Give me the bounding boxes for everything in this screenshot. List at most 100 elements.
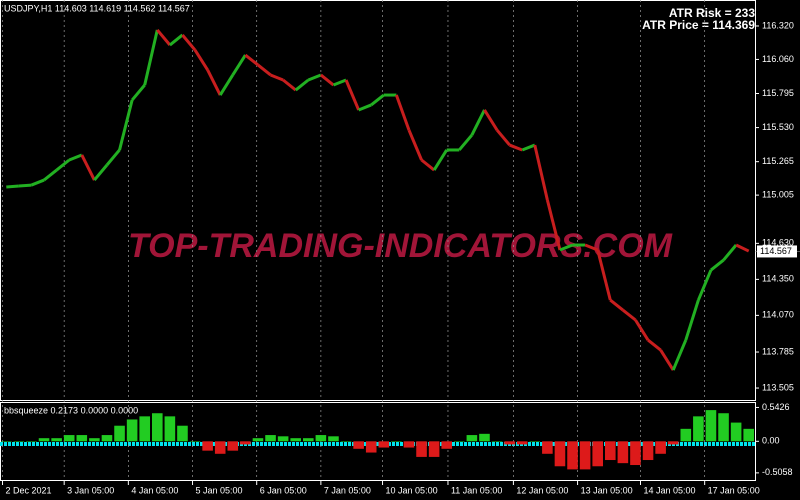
histogram-bar: [378, 441, 390, 448]
histogram-bar: [227, 441, 239, 451]
histogram-bar: [340, 441, 352, 442]
price-segment: [621, 308, 637, 322]
price-segment: [244, 53, 259, 67]
price-segment: [596, 249, 612, 301]
histogram-bar: [667, 441, 679, 445]
price-segment: [659, 349, 675, 371]
price-segment: [181, 34, 197, 51]
histogram-bar: [152, 413, 163, 442]
x-tick-label: 14 Jan 05:00: [643, 485, 695, 495]
x-tick-label: 10 Jan 05:00: [386, 485, 438, 495]
histogram-bar: [202, 441, 213, 451]
histogram-bar: [554, 441, 566, 467]
price-segment: [30, 178, 45, 187]
price-segment: [735, 243, 750, 253]
histogram-bar: [252, 438, 264, 442]
price-segment: [193, 49, 209, 71]
x-tick-label: 4 Jan 05:00: [131, 485, 178, 495]
price-segment: [684, 299, 700, 341]
price-segment: [269, 73, 284, 82]
price-segment: [533, 144, 549, 201]
price-segment: [647, 338, 662, 352]
price-segment: [420, 158, 436, 172]
price-segment: [282, 78, 297, 92]
y-tick-label: 115.005: [762, 189, 794, 199]
atr-risk: ATR Risk = 233: [669, 6, 755, 20]
price-segment: [470, 109, 486, 136]
histogram-bar: [214, 441, 226, 454]
histogram-bar: [177, 425, 188, 442]
histogram-bar: [516, 441, 528, 445]
histogram-bar: [303, 438, 314, 442]
x-tick-label: 11 Jan 05:00: [451, 485, 502, 495]
price-segment: [634, 319, 650, 341]
price-segment: [696, 269, 713, 301]
price-segment: [370, 93, 385, 107]
price-segment: [319, 73, 335, 87]
price-segment: [257, 63, 272, 77]
histogram-bar: [642, 441, 654, 461]
x-tick-label: 5 Jan 05:00: [196, 485, 243, 495]
y-tick-label: 116.320: [762, 20, 794, 30]
price-segment: [231, 54, 247, 76]
last-price-box: [757, 245, 797, 258]
histogram-bar: [730, 422, 742, 442]
histogram-bar: [63, 435, 75, 442]
histogram-bar: [164, 416, 176, 442]
x-tick-label: 7 Jan 05:00: [324, 485, 371, 495]
price-segment: [130, 84, 146, 102]
last-price-label: 114.567: [760, 246, 792, 256]
price-segment: [407, 129, 423, 161]
histogram-bar: [51, 438, 62, 442]
x-tick-label: 6 Jan 05:00: [260, 485, 307, 495]
histogram-bar: [1, 441, 12, 442]
histogram-bar: [428, 441, 440, 457]
price-segment: [68, 153, 83, 162]
price-segment: [168, 33, 184, 47]
y-tick-label: 113.785: [762, 346, 794, 356]
histogram-bar: [655, 441, 666, 454]
histogram-bar: [630, 441, 641, 466]
price-segment: [43, 168, 58, 182]
histogram-bar: [718, 413, 729, 442]
y-tick-label: 115.265: [762, 156, 794, 166]
histogram-bar: [743, 428, 754, 442]
histogram-bar: [441, 441, 452, 449]
price-segment: [156, 29, 172, 46]
histogram-bar: [605, 441, 616, 461]
histogram-bar: [542, 441, 553, 454]
histogram-bar: [240, 441, 251, 445]
price-segment: [559, 243, 574, 252]
y-tick-label: 114.070: [762, 310, 794, 320]
histogram-bar: [617, 441, 629, 464]
price-segment: [344, 79, 361, 111]
price-segment: [332, 78, 347, 87]
histogram-bar: [504, 441, 515, 445]
histogram-bar: [114, 425, 125, 442]
histogram-bar: [403, 441, 415, 448]
price-segment: [722, 244, 738, 262]
x-tick-label: 3 Jan 05:00: [67, 485, 114, 495]
histogram-bar: [579, 441, 591, 470]
histogram-bar: [76, 435, 88, 442]
y-tick-label: 0.00: [762, 436, 780, 446]
histogram-bar: [101, 435, 113, 442]
price-segment: [394, 94, 411, 131]
y-tick-label: 114.630: [762, 238, 794, 248]
price-segment: [358, 103, 372, 112]
histogram-bar: [365, 441, 377, 453]
chart-title: USDJPY,H1 114.603 114.619 114.562 114.56…: [4, 3, 190, 13]
histogram-bar: [89, 438, 100, 442]
histogram-bar: [416, 441, 427, 457]
histogram-bar: [454, 441, 465, 442]
price-segment: [18, 183, 32, 188]
price-segment: [609, 298, 624, 312]
histogram-bar: [38, 438, 50, 442]
histogram-bar: [693, 416, 704, 442]
price-segment: [93, 164, 109, 182]
price-segment: [521, 143, 536, 152]
price-segment: [509, 143, 523, 152]
histogram-bar: [189, 441, 201, 442]
price-segment: [432, 149, 448, 171]
